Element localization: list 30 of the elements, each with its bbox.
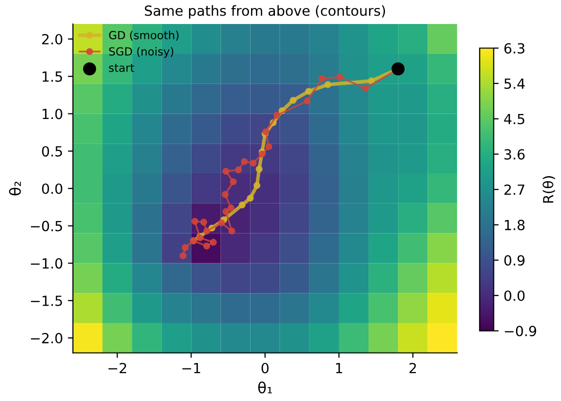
legend-label: GD (smooth) (109, 30, 179, 41)
y-tick-label: −2.0 (30, 332, 62, 344)
color-bar-label: 1.8 (504, 220, 525, 230)
y-tick-label: 0.0 (42, 183, 62, 194)
color-bar-label: 0.9 (504, 255, 525, 266)
y-axis-title: θ₂ (9, 182, 21, 196)
x-tick-label: −1 (182, 363, 200, 374)
x-tick-label: 2 (409, 362, 416, 374)
y-tick-label: 2.0 (42, 34, 62, 44)
legend-label: start (109, 64, 134, 72)
y-tick-label: 1.0 (42, 108, 62, 120)
x-tick-label: −2 (108, 362, 126, 374)
color-bar-label: 0.0 (504, 290, 525, 301)
y-tick-label: 0.5 (42, 146, 62, 157)
color-bar-label: 6.3 (504, 43, 524, 54)
color-bar-label: 3.6 (504, 149, 525, 160)
color-bar-title: R(θ) (542, 176, 556, 203)
color-bar-label: 5.4 (504, 78, 525, 89)
y-tick-label: −1.0 (30, 258, 62, 269)
chart-title: Same paths from above (contours) (144, 5, 385, 19)
y-tick-label: −1.5 (30, 296, 62, 306)
x-axis-title: θ₁ (258, 381, 272, 394)
x-tick-label: 0 (262, 362, 269, 374)
color-bar-label: 4.5 (504, 114, 524, 124)
color-bar-label: −0.9 (504, 326, 536, 336)
y-tick-label: −0.5 (30, 220, 62, 232)
legend-label: SGD (noisy) (109, 47, 174, 58)
y-tick-label: 1.5 (42, 72, 62, 82)
color-bar-label: 2.7 (504, 184, 524, 195)
x-tick-label: 1 (336, 363, 342, 374)
